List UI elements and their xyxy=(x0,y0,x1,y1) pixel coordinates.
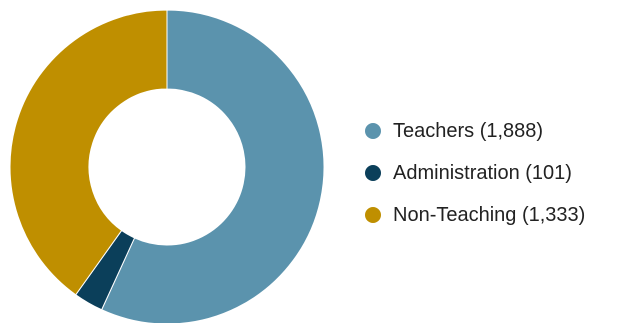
legend-label-teachers: Teachers (1,888) xyxy=(393,119,544,142)
legend-label-non-teaching: Non-Teaching (1,333) xyxy=(393,203,586,226)
legend-swatch-non-teaching xyxy=(365,207,381,223)
slice-non-teaching xyxy=(9,9,168,296)
legend-swatch-administration xyxy=(365,165,381,181)
legend-swatch-teachers xyxy=(365,123,381,139)
legend-item-non-teaching: Non-Teaching (1,333) xyxy=(365,194,635,236)
slice-teachers xyxy=(100,9,325,323)
legend-item-administration: Administration (101) xyxy=(365,152,635,194)
legend-label-administration: Administration (101) xyxy=(393,161,572,184)
donut-chart-svg xyxy=(9,9,325,323)
donut-slices xyxy=(9,9,325,323)
chart-legend: Teachers (1,888) Administration (101) No… xyxy=(365,110,635,236)
legend-item-teachers: Teachers (1,888) xyxy=(365,110,635,152)
